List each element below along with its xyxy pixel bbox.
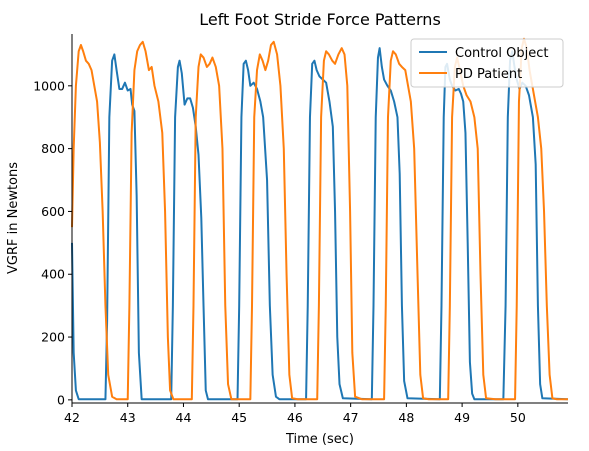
y-ticks: 0 200 400 600 800 1000 <box>33 78 72 407</box>
x-tick-label: 48 <box>398 410 414 425</box>
x-tick-label: 47 <box>343 410 359 425</box>
y-tick-label: 200 <box>41 330 65 345</box>
y-tick-label: 400 <box>41 267 65 282</box>
legend-label-pd-patient: PD Patient <box>455 67 522 82</box>
chart-title: Left Foot Stride Force Patterns <box>199 10 441 29</box>
legend-label-control-object: Control Object <box>455 46 548 61</box>
x-ticks: 42 43 44 45 46 47 48 49 50 <box>64 403 526 425</box>
x-tick-label: 42 <box>64 410 80 425</box>
y-tick-label: 0 <box>57 392 65 407</box>
x-tick-label: 45 <box>231 410 247 425</box>
legend-box <box>410 38 564 88</box>
legend: Control Object PD Patient <box>410 38 564 88</box>
x-tick-label: 49 <box>454 410 470 425</box>
x-tick-label: 43 <box>120 410 136 425</box>
y-tick-label: 600 <box>41 204 65 219</box>
series-line-pd-patient <box>71 37 568 401</box>
x-axis-label: Time (sec) <box>285 432 354 447</box>
x-tick-label: 44 <box>176 410 192 425</box>
y-axis-label: VGRF in Newtons <box>6 162 21 274</box>
plot-area: 42 43 44 45 46 47 48 49 50 0 200 400 600 800 1000 <box>33 34 569 425</box>
y-tick-label: 1000 <box>33 78 65 93</box>
series-layer <box>71 37 569 401</box>
series-line-control-object <box>71 47 569 401</box>
y-tick-label: 800 <box>41 141 65 156</box>
x-tick-label: 46 <box>287 410 303 425</box>
x-tick-label: 50 <box>510 410 526 425</box>
